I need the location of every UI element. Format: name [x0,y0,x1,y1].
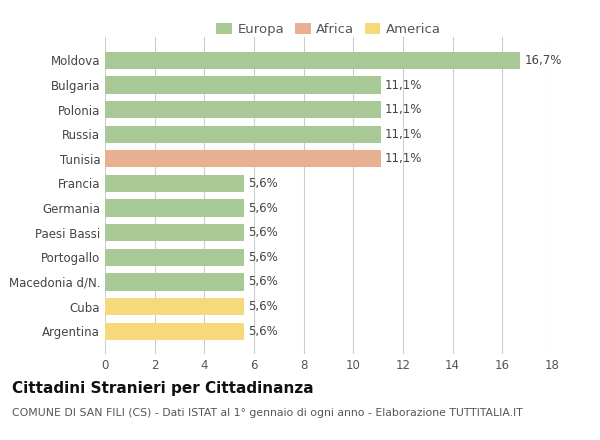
Bar [105,77,380,94]
Bar [105,273,244,290]
Text: 5,6%: 5,6% [248,275,278,289]
Bar [105,101,380,118]
Bar [105,150,380,168]
Text: 5,6%: 5,6% [248,300,278,313]
Text: 5,6%: 5,6% [248,325,278,337]
Text: 11,1%: 11,1% [385,152,422,165]
Text: 11,1%: 11,1% [385,78,422,92]
Text: COMUNE DI SAN FILI (CS) - Dati ISTAT al 1° gennaio di ogni anno - Elaborazione T: COMUNE DI SAN FILI (CS) - Dati ISTAT al … [12,408,523,418]
Legend: Europa, Africa, America: Europa, Africa, America [212,18,445,40]
Text: 5,6%: 5,6% [248,251,278,264]
Bar [105,224,244,241]
Text: 5,6%: 5,6% [248,177,278,190]
Bar [105,323,244,340]
Text: 11,1%: 11,1% [385,103,422,116]
Bar [105,298,244,315]
Text: 11,1%: 11,1% [385,128,422,141]
Bar [105,52,520,69]
Bar [105,126,380,143]
Text: 16,7%: 16,7% [524,54,562,67]
Text: Cittadini Stranieri per Cittadinanza: Cittadini Stranieri per Cittadinanza [12,381,314,396]
Bar [105,199,244,217]
Text: 5,6%: 5,6% [248,202,278,215]
Bar [105,249,244,266]
Text: 5,6%: 5,6% [248,226,278,239]
Bar [105,175,244,192]
